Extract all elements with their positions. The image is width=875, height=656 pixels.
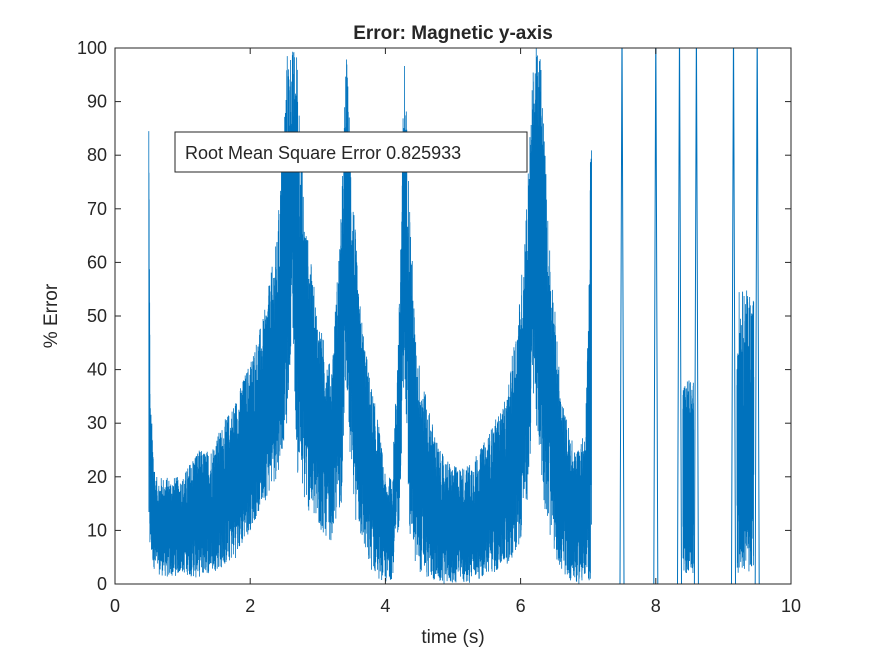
y-tick-label: 40 (87, 360, 107, 380)
error-series-line (148, 48, 592, 584)
error-spike (693, 48, 699, 584)
y-tick-label: 10 (87, 520, 107, 540)
error-spike (731, 48, 736, 584)
y-tick-label: 20 (87, 467, 107, 487)
error-spike (653, 48, 659, 584)
x-tick-label: 4 (380, 596, 390, 616)
y-tick-label: 80 (87, 145, 107, 165)
noise-band (736, 290, 755, 573)
y-axis-label: % Error (41, 283, 62, 348)
x-tick-label: 10 (781, 596, 801, 616)
chart-title: Error: Magnetic y-axis (353, 23, 553, 44)
rmse-annotation: Root Mean Square Error 0.825933 (174, 131, 528, 173)
y-tick-label: 0 (97, 574, 107, 594)
noise-band (682, 380, 695, 573)
series-layer (148, 48, 760, 584)
x-axis-label: time (s) (421, 627, 484, 648)
y-tick-label: 100 (77, 38, 107, 58)
x-tick-label: 6 (516, 596, 526, 616)
y-tick-label: 30 (87, 413, 107, 433)
error-spike (619, 48, 625, 584)
x-tick-label: 8 (651, 596, 661, 616)
x-tick-label: 0 (110, 596, 120, 616)
y-tick-label: 50 (87, 306, 107, 326)
y-tick-label: 60 (87, 252, 107, 272)
annotation-text: Root Mean Square Error 0.825933 (185, 143, 461, 163)
error-spike (754, 48, 760, 584)
y-tick-label: 70 (87, 199, 107, 219)
error-spike (677, 48, 682, 584)
x-tick-label: 2 (245, 596, 255, 616)
annotation-box (174, 131, 528, 173)
y-tick-label: 90 (87, 92, 107, 112)
